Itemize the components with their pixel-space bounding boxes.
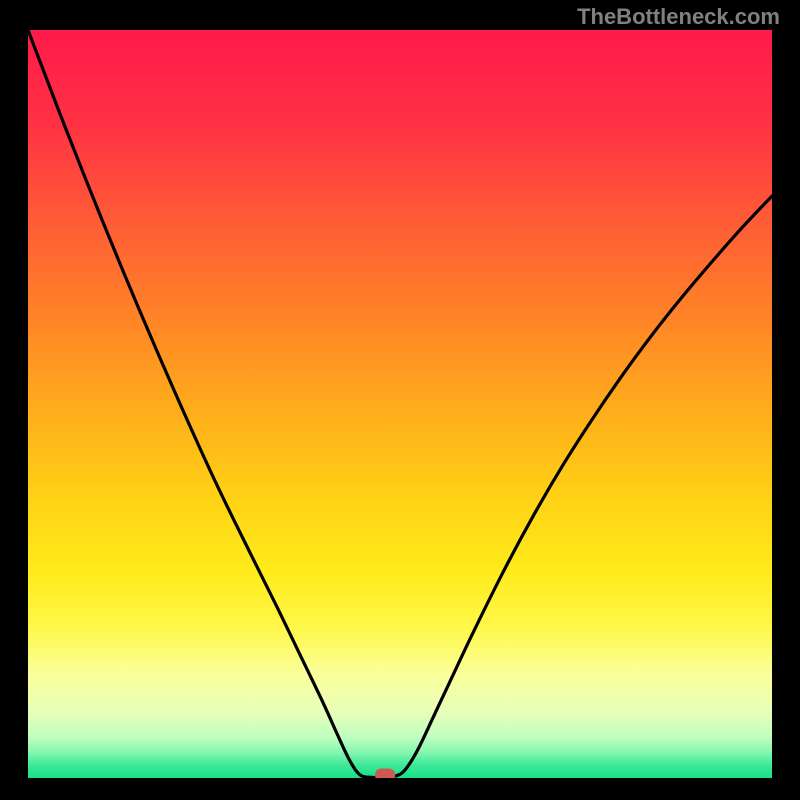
- curve-overlay: [28, 30, 772, 778]
- plot-area: [28, 30, 772, 778]
- bottleneck-curve: [28, 30, 772, 778]
- chart-container: TheBottleneck.com: [0, 0, 800, 800]
- watermark: TheBottleneck.com: [577, 4, 780, 30]
- minimum-marker: [375, 769, 395, 778]
